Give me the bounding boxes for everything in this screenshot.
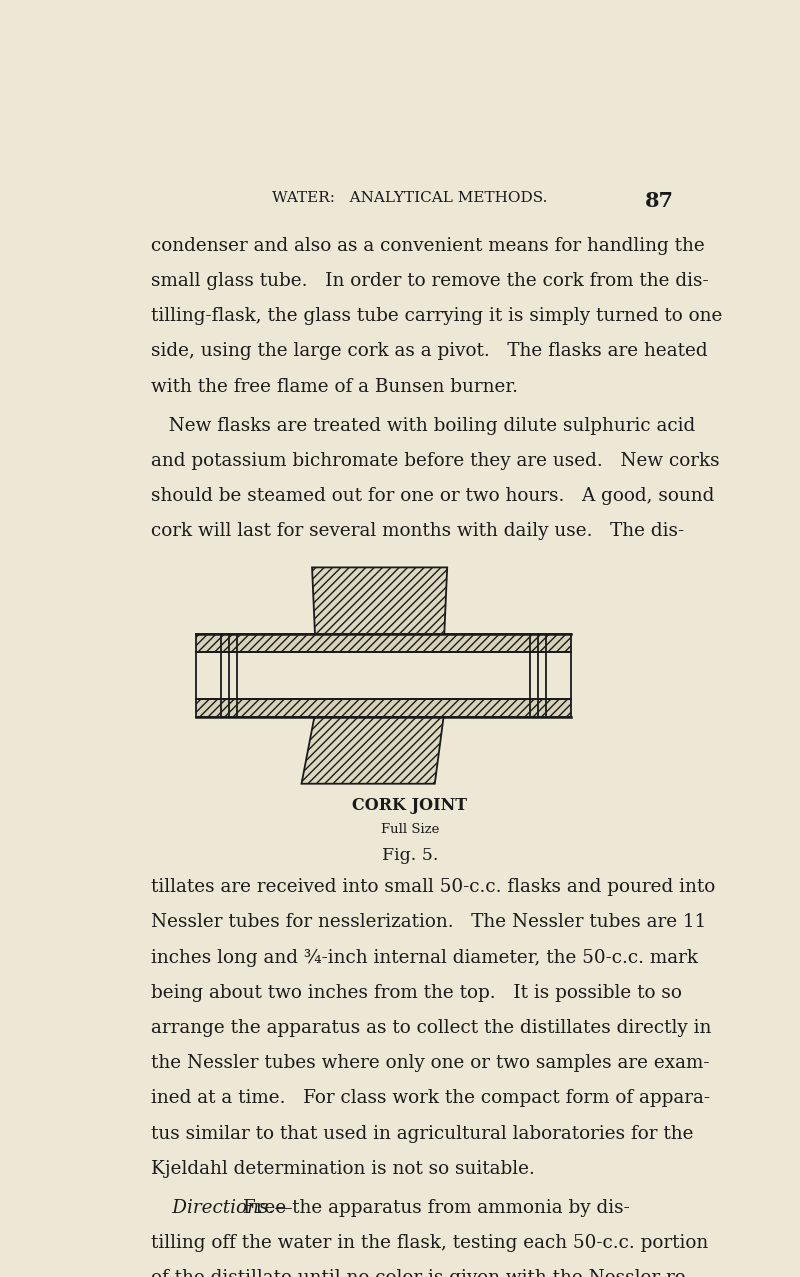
Text: tillates are received into small 50-c.c. flasks and poured into: tillates are received into small 50-c.c.… (151, 879, 716, 896)
Text: the Nessler tubes where only one or two samples are exam-: the Nessler tubes where only one or two … (151, 1054, 710, 1073)
Polygon shape (312, 567, 447, 638)
Text: side, using the large cork as a pivot.   The flasks are heated: side, using the large cork as a pivot. T… (151, 342, 708, 360)
Text: with the free flame of a Bunsen burner.: with the free flame of a Bunsen burner. (151, 378, 518, 396)
Text: cork will last for several months with daily use.   The dis-: cork will last for several months with d… (151, 522, 685, 540)
Text: Nessler tubes for nesslerization.   The Nessler tubes are 11: Nessler tubes for nesslerization. The Ne… (151, 913, 706, 931)
Text: small glass tube.   In order to remove the cork from the dis-: small glass tube. In order to remove the… (151, 272, 709, 290)
Text: and potassium bichromate before they are used.   New corks: and potassium bichromate before they are… (151, 452, 720, 470)
Bar (196, 653, 571, 700)
Text: tus similar to that used in agricultural laboratories for the: tus similar to that used in agricultural… (151, 1125, 694, 1143)
Text: being about two inches from the top.   It is possible to so: being about two inches from the top. It … (151, 983, 682, 1001)
Text: tilling off the water in the flask, testing each 50-c.c. portion: tilling off the water in the flask, test… (151, 1234, 709, 1251)
Text: WATER:   ANALYTICAL METHODS.: WATER: ANALYTICAL METHODS. (272, 190, 548, 204)
Polygon shape (196, 700, 571, 716)
Text: condenser and also as a convenient means for handling the: condenser and also as a convenient means… (151, 236, 706, 255)
Text: New flasks are treated with boiling dilute sulphuric acid: New flasks are treated with boiling dilu… (151, 416, 696, 434)
Text: 87: 87 (645, 190, 674, 211)
Text: Full Size: Full Size (381, 824, 439, 836)
Text: Kjeldahl determination is not so suitable.: Kjeldahl determination is not so suitabl… (151, 1160, 535, 1177)
Text: Fig. 5.: Fig. 5. (382, 847, 438, 863)
Text: inches long and ¾-inch internal diameter, the 50-c.c. mark: inches long and ¾-inch internal diameter… (151, 949, 698, 967)
Text: CORK JOINT: CORK JOINT (353, 798, 467, 815)
Text: arrange the apparatus as to collect the distillates directly in: arrange the apparatus as to collect the … (151, 1019, 712, 1037)
Text: Free the apparatus from ammonia by dis-: Free the apparatus from ammonia by dis- (243, 1199, 630, 1217)
Text: ined at a time.   For class work the compact form of appara-: ined at a time. For class work the compa… (151, 1089, 710, 1107)
Text: tilling-flask, the glass tube carrying it is simply turned to one: tilling-flask, the glass tube carrying i… (151, 308, 723, 326)
Polygon shape (196, 635, 571, 653)
Polygon shape (302, 713, 444, 784)
Text: of the distillate until no color is given with the Nessler re-: of the distillate until no color is give… (151, 1269, 692, 1277)
Text: should be steamed out for one or two hours.   A good, sound: should be steamed out for one or two hou… (151, 487, 715, 506)
Text: Directions.—: Directions.— (151, 1199, 293, 1217)
